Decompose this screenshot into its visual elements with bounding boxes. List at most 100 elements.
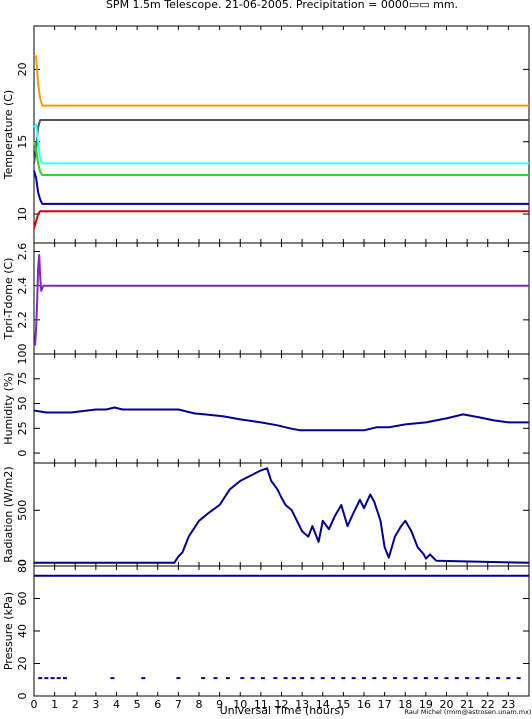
temperature-series-green: [33, 141, 529, 176]
pressure-point: [38, 677, 43, 680]
humidity-series-navy: [33, 406, 529, 432]
humidity-ylabel: Humidity (%): [2, 372, 15, 444]
pressure-point: [213, 677, 218, 680]
x-tick-label: 4: [113, 698, 120, 711]
x-tick-label: 3: [92, 698, 99, 711]
pressure-ytick-label: 60: [16, 592, 29, 606]
temperature-series-gray: [33, 119, 529, 164]
tpri-tdome-frame: [33, 242, 530, 355]
panel-temperature: 10 15 20 Temperature (C): [2, 25, 530, 244]
pressure-point: [392, 677, 397, 680]
pressure-point: [496, 677, 501, 680]
pressure-point: [485, 677, 490, 680]
x-tick-label: 20: [440, 698, 454, 711]
x-tick-label: 0: [31, 698, 38, 711]
pressure-point: [351, 677, 356, 680]
x-tick-label: 15: [336, 698, 350, 711]
pressure-point: [444, 677, 449, 680]
humidity-ytick-label: 100: [16, 344, 29, 365]
pressure-point: [201, 677, 206, 680]
temperature-ytick-label: 10: [16, 207, 29, 221]
pressure-point: [260, 677, 265, 680]
pressure-point: [341, 677, 346, 680]
x-tick-label: 19: [419, 698, 433, 711]
pressure-point: [506, 677, 511, 680]
x-tick-label: 7: [175, 698, 182, 711]
pressure-point: [250, 677, 255, 680]
pressure-point: [403, 677, 408, 680]
humidity-ytick-label: 50: [16, 397, 29, 411]
pressure-point: [44, 677, 49, 680]
temperature-series-red: [33, 210, 529, 229]
radiation-ytick-label: 500: [16, 500, 29, 521]
credit-text: Raul Michel (rmm@astrosen.unam.mx): [405, 708, 532, 716]
temperature-ytick-label: 15: [16, 135, 29, 149]
temperature-ylabel: Temperature (C): [2, 90, 15, 180]
humidity-ytick-label: 25: [16, 421, 29, 435]
pressure-point: [176, 677, 181, 680]
pressure-ylabel: Pressure (kPa): [2, 592, 15, 670]
tpri-tdome-series-purple: [34, 254, 529, 346]
x-tick-label: 10: [233, 698, 247, 711]
x-tick-label: 9: [216, 698, 223, 711]
pressure-point: [475, 677, 480, 680]
humidity-ytick-label: 75: [16, 372, 29, 386]
x-axis-label: Universal Time (hours): [220, 704, 345, 717]
x-tick-label: 5: [134, 698, 141, 711]
temperature-series-cyan: [33, 123, 529, 165]
x-tick-label: 23: [501, 698, 515, 711]
radiation-ytick-label: 0: [16, 559, 29, 566]
pressure-point: [362, 677, 366, 680]
pressure-point: [300, 677, 305, 680]
pressure-frame: [33, 565, 530, 697]
x-tick-label: 2: [72, 698, 79, 711]
pressure-point: [240, 677, 245, 680]
pressure-point: [110, 677, 115, 680]
pressure-point: [283, 677, 288, 680]
pressure-point: [413, 677, 418, 680]
x-tick-label: 11: [254, 698, 268, 711]
x-tick-label: 17: [378, 698, 392, 711]
pressure-ytick-label: 40: [16, 624, 29, 638]
x-tick-label: 21: [460, 698, 474, 711]
pressure-ytick-label: 20: [16, 657, 29, 671]
pressure-ytick-label: 80: [16, 559, 29, 573]
pressure-point: [62, 677, 67, 680]
pressure-point: [454, 677, 459, 680]
x-tick-label: 6: [154, 698, 161, 711]
pressure-point: [56, 677, 61, 680]
x-tick-label: 18: [398, 698, 412, 711]
pressure-point: [434, 677, 439, 680]
pressure-point: [225, 677, 230, 680]
pressure-point: [273, 677, 278, 680]
humidity-ytick-label: 0: [16, 450, 29, 457]
pressure-point: [320, 677, 325, 680]
temperature-ytick-label: 20: [16, 62, 29, 76]
tpri-tdome-ytick-label: 2.2: [16, 311, 29, 329]
pressure-point: [372, 677, 377, 680]
x-tick-label: 12: [275, 698, 289, 711]
pressure-ytick-label: 0: [16, 693, 29, 700]
tpri-tdome-ytick-label: 2.4: [16, 277, 29, 295]
temperature-series-blue: [33, 170, 529, 205]
tpri-tdome-ylabel: Tpri-Tdome (C): [2, 258, 15, 341]
pressure-point: [310, 677, 315, 680]
x-tick-label: 14: [316, 698, 330, 711]
pressure-point: [516, 677, 521, 680]
pressure-point: [50, 677, 55, 680]
pressure-point: [291, 677, 296, 680]
x-tick-label: 13: [295, 698, 309, 711]
pressure-point: [465, 677, 470, 680]
x-tick-label: 22: [481, 698, 495, 711]
pressure-point: [141, 677, 146, 680]
x-tick-label: 1: [51, 698, 58, 711]
pressure-point: [423, 677, 428, 680]
x-tick-label: 8: [196, 698, 203, 711]
radiation-series-navy: [34, 467, 530, 564]
temperature-series-orange: [33, 54, 529, 107]
